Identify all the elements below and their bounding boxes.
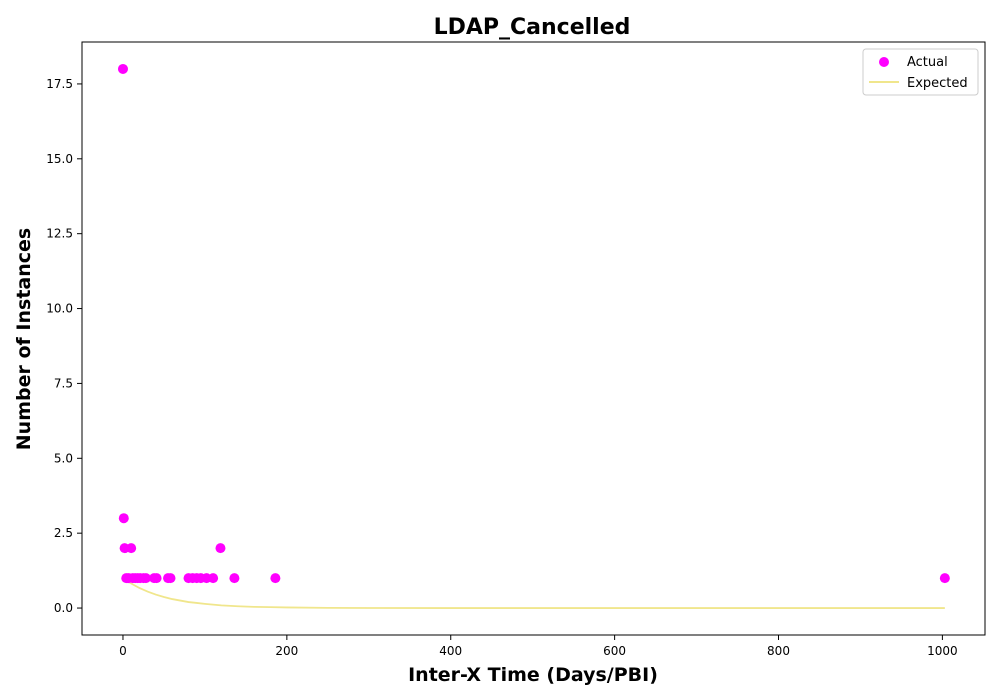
y-tick-label: 15.0 (46, 152, 73, 166)
actual-point (119, 513, 129, 523)
y-tick-label: 0.0 (54, 601, 73, 615)
y-tick-label: 17.5 (46, 77, 73, 91)
chart-title: LDAP_Cancelled (434, 15, 631, 40)
actual-series (118, 64, 950, 583)
x-tick-label: 1000 (927, 644, 958, 658)
actual-point (229, 573, 239, 583)
y-tick-label: 5.0 (54, 451, 73, 465)
actual-point (270, 573, 280, 583)
legend-label-expected: Expected (907, 76, 968, 91)
x-tick-label: 800 (767, 644, 790, 658)
y-axis: 0.0 2.5 5.0 7.5 10.0 12.5 15.0 17.5 (46, 77, 82, 615)
legend: Actual Expected (863, 49, 978, 95)
actual-point (215, 543, 225, 553)
actual-point (152, 573, 162, 583)
legend-marker-actual (879, 57, 889, 67)
x-tick-label: 200 (275, 644, 298, 658)
y-tick-label: 2.5 (54, 526, 73, 540)
expected-line (123, 578, 945, 608)
y-axis-label: Number of Instances (13, 228, 35, 450)
y-tick-label: 7.5 (54, 376, 73, 390)
actual-point (166, 573, 176, 583)
y-tick-label: 10.0 (46, 302, 73, 316)
actual-point (208, 573, 218, 583)
actual-point (940, 573, 950, 583)
x-tick-label: 400 (439, 644, 462, 658)
x-axis-label: Inter-X Time (Days/PBI) (408, 664, 658, 686)
legend-label-actual: Actual (907, 55, 948, 70)
x-tick-label: 600 (603, 644, 626, 658)
expected-series (123, 578, 945, 608)
x-tick-label: 0 (119, 644, 127, 658)
x-axis: 0 200 400 600 800 1000 (119, 635, 958, 658)
actual-point (126, 543, 136, 553)
actual-point (118, 64, 128, 74)
y-tick-label: 12.5 (46, 227, 73, 241)
